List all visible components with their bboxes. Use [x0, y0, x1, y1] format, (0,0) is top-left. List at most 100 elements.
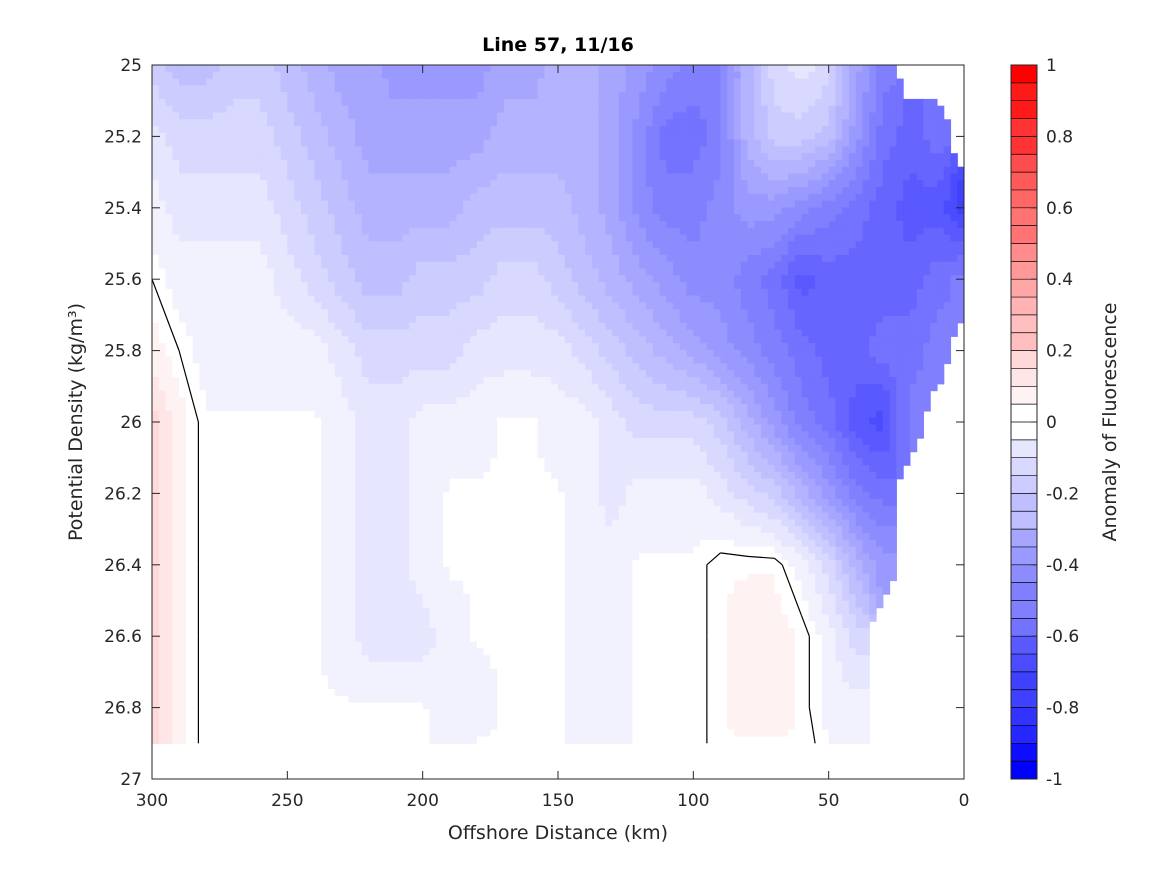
contour-cell	[382, 282, 390, 290]
contour-cell	[618, 112, 627, 120]
contour-cell	[442, 166, 451, 175]
contour-cell	[618, 193, 627, 202]
contour-cell	[598, 139, 606, 147]
contour-cell	[334, 214, 343, 222]
contour-cell	[645, 146, 654, 154]
contour-cell	[842, 92, 850, 100]
contour-cell	[415, 193, 424, 202]
contour-cell	[442, 98, 451, 107]
contour-cell	[368, 221, 376, 229]
contour-cell	[645, 207, 654, 215]
contour-cell	[233, 302, 241, 310]
contour-cell	[442, 315, 451, 324]
contour-cell	[605, 105, 613, 114]
contour-cell	[585, 241, 593, 249]
contour-cell	[314, 322, 322, 331]
contour-cell	[923, 295, 931, 303]
contour-cell	[625, 193, 634, 202]
contour-cell	[260, 221, 268, 229]
contour-cell	[591, 85, 600, 93]
contour-cell	[808, 315, 816, 324]
contour-cell	[923, 302, 931, 310]
contour-cell	[815, 254, 823, 263]
contour-cell	[260, 302, 268, 310]
contour-cell	[855, 139, 864, 147]
contour-cell	[842, 329, 850, 337]
contour-cell	[740, 315, 749, 324]
contour-cell	[490, 302, 498, 310]
contour-cell	[233, 282, 241, 290]
contour-cell	[666, 193, 674, 202]
contour-cell	[503, 98, 512, 107]
contour-cell	[761, 214, 769, 222]
contour-cell	[219, 105, 228, 114]
contour-cell	[382, 241, 390, 249]
contour-cell	[530, 207, 539, 215]
contour-cell	[733, 315, 742, 324]
contour-cell	[855, 200, 864, 209]
contour-cell	[801, 85, 809, 93]
contour-cell	[794, 78, 803, 86]
contour-cell	[916, 166, 924, 175]
contour-cell	[503, 119, 512, 127]
contour-cell	[375, 241, 383, 249]
contour-cell	[632, 295, 640, 303]
contour-cell	[727, 65, 735, 73]
contour-cell	[916, 343, 924, 351]
contour-cell	[869, 207, 877, 215]
contour-cell	[388, 336, 397, 344]
contour-cell	[889, 207, 897, 215]
contour-cell	[233, 112, 241, 120]
contour-cell	[307, 71, 315, 80]
contour-cell	[632, 200, 640, 209]
contour-cell	[862, 187, 870, 195]
contour-cell	[706, 112, 715, 120]
contour-cell	[564, 288, 573, 297]
contour-cell	[456, 322, 464, 331]
contour-cell	[395, 254, 403, 263]
contour-cell	[517, 227, 525, 236]
contour-cell	[314, 92, 322, 100]
contour-cell	[300, 315, 309, 324]
contour-cell	[300, 309, 309, 317]
contour-cell	[645, 153, 654, 161]
contour-cell	[267, 275, 275, 283]
contour-cell	[774, 221, 782, 229]
contour-cell	[185, 159, 194, 168]
contour-cell	[152, 214, 160, 222]
contour-cell	[876, 221, 884, 229]
contour-cell	[327, 227, 336, 236]
contour-cell	[544, 315, 552, 324]
contour-cell	[882, 119, 891, 127]
contour-cell	[442, 234, 451, 242]
contour-cell	[903, 126, 911, 134]
contour-cell	[632, 193, 640, 202]
contour-cell	[185, 322, 194, 331]
contour-cell	[415, 329, 424, 337]
contour-cell	[855, 92, 864, 100]
contour-cell	[334, 187, 343, 195]
contour-cell	[280, 261, 288, 270]
contour-cell	[794, 119, 803, 127]
contour-cell	[598, 78, 606, 86]
contour-cell	[706, 92, 715, 100]
contour-cell	[321, 180, 329, 188]
contour-cell	[152, 309, 160, 317]
contour-cell	[551, 132, 559, 141]
contour-cell	[314, 282, 322, 290]
contour-cell	[334, 343, 343, 351]
contour-cell	[463, 207, 471, 215]
contour-cell	[578, 227, 586, 236]
contour-cell	[930, 329, 938, 337]
contour-cell	[341, 234, 349, 242]
contour-cell	[287, 65, 295, 73]
contour-cell	[307, 282, 315, 290]
contour-cell	[747, 85, 755, 93]
contour-cell	[889, 119, 897, 127]
contour-cell	[666, 282, 674, 290]
contour-cell	[233, 254, 241, 263]
contour-cell	[761, 315, 769, 324]
contour-cell	[530, 153, 539, 161]
contour-cell	[558, 207, 566, 215]
contour-cell	[666, 187, 674, 195]
